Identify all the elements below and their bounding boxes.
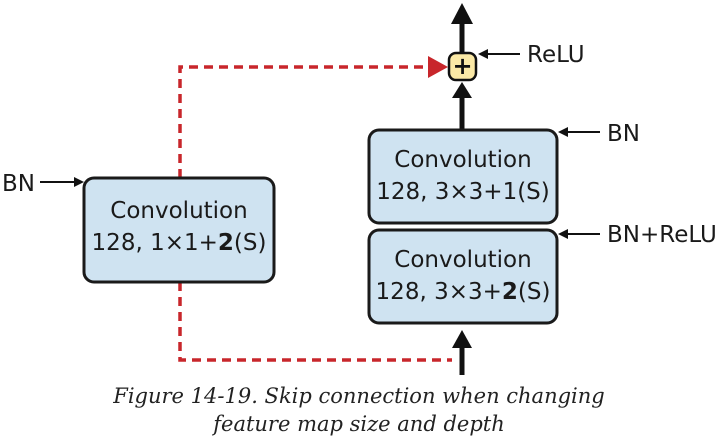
add-node: +	[447, 51, 478, 82]
left-conv-box: Convolution 128, 1×1+2(S)	[82, 176, 276, 284]
skip-connection-lower-path	[178, 282, 452, 362]
add-node-activation-label: ReLU	[527, 42, 585, 68]
skip-connection-upper-path	[178, 65, 430, 178]
figure-caption-line-2: feature map size and depth	[213, 412, 505, 436]
skip-connection-arrowhead	[428, 56, 448, 78]
figure-caption-line-1: Figure 14-19. Skip connection when chang…	[113, 384, 605, 408]
main-path-arrowhead	[452, 82, 472, 98]
left-conv-title: Convolution	[110, 198, 247, 224]
add-node-symbol: +	[452, 52, 472, 80]
right-bottom-conv-title: Convolution	[394, 247, 531, 273]
right-top-conv-input-label: BN	[607, 121, 640, 147]
left-conv-params: 128, 1×1+2(S)	[92, 230, 267, 256]
output-arrowhead	[451, 3, 473, 24]
input-arrowhead	[452, 330, 472, 348]
right-bottom-conv-box: Convolution 128, 3×3+2(S)	[367, 228, 559, 325]
right-top-conv-box: Convolution 128, 3×3+1(S)	[367, 128, 559, 225]
left-conv-input-label: BN	[2, 171, 35, 197]
right-top-conv-title: Convolution	[394, 147, 531, 173]
right-bottom-conv-params: 128, 3×3+2(S)	[376, 279, 551, 305]
right-top-conv-params: 128, 3×3+1(S)	[376, 179, 550, 205]
right-bottom-conv-input-label: BN+ReLU	[607, 222, 717, 248]
